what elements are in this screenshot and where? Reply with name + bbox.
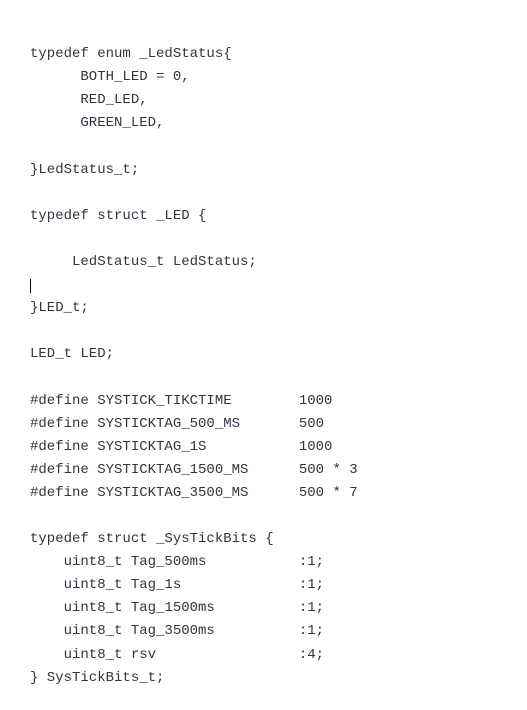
code-line: #define SYSTICK_TIKCTIME 1000: [30, 393, 332, 409]
code-line: }LED_t;: [30, 300, 89, 316]
code-line: typedef struct _SysTickBits {: [30, 531, 274, 547]
code-line: RED_LED,: [30, 92, 148, 108]
code-line: #define SYSTICKTAG_500_MS 500: [30, 416, 324, 432]
code-line: uint8_t Tag_3500ms :1;: [30, 623, 324, 639]
code-line: uint8_t rsv :4;: [30, 647, 324, 663]
code-line: GREEN_LED,: [30, 115, 164, 131]
code-line: } SysTickBits_t;: [30, 670, 164, 686]
code-snippet: typedef enum _LedStatus{ BOTH_LED = 0, R…: [0, 0, 527, 710]
text-cursor: [30, 279, 31, 293]
code-line: uint8_t Tag_1500ms :1;: [30, 600, 324, 616]
code-line: #define SYSTICKTAG_1500_MS 500 * 3: [30, 462, 358, 478]
code-line: typedef struct _LED {: [30, 208, 206, 224]
code-line: BOTH_LED = 0,: [30, 69, 190, 85]
code-line: uint8_t Tag_1s :1;: [30, 577, 324, 593]
code-line: LedStatus_t LedStatus;: [30, 254, 257, 270]
code-line: #define SYSTICKTAG_3500_MS 500 * 7: [30, 485, 358, 501]
code-line: typedef enum _LedStatus{: [30, 46, 232, 62]
code-line: uint8_t Tag_500ms :1;: [30, 554, 324, 570]
code-line: #define SYSTICKTAG_1S 1000: [30, 439, 332, 455]
code-line: LED_t LED;: [30, 346, 114, 362]
code-line: }LedStatus_t;: [30, 162, 139, 178]
